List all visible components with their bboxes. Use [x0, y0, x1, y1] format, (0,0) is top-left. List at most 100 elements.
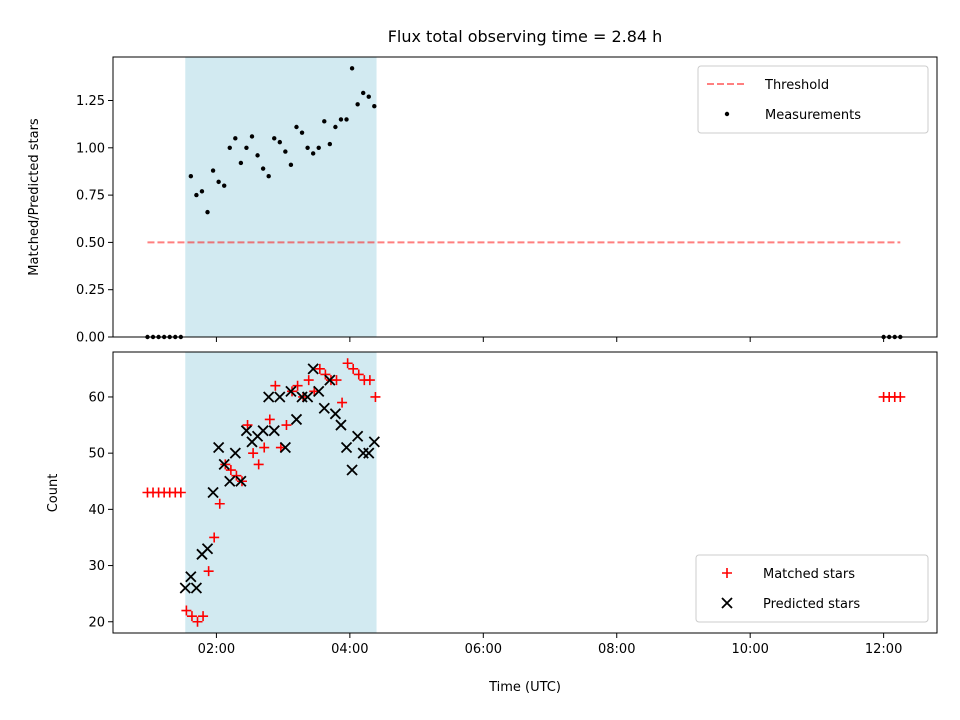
- predicted-star-point: [263, 391, 275, 403]
- matched-star-point: [248, 448, 259, 459]
- measurement-point: [322, 119, 327, 124]
- legend-measurements-label: Measurements: [765, 108, 861, 123]
- top-legend: Threshold Measurements: [697, 65, 929, 134]
- matched-star-point: [292, 380, 303, 391]
- top-y-tick-label: 0.75: [76, 189, 105, 204]
- predicted-star-point: [279, 441, 291, 454]
- x-axis-label: Time (UTC): [488, 680, 561, 695]
- top-legend-box: [697, 65, 929, 134]
- top-y-tick-label: 0.25: [76, 283, 105, 298]
- measurement-point: [255, 153, 260, 158]
- measurement-point: [355, 102, 360, 107]
- matched-star-point: [370, 391, 381, 402]
- measurement-point: [222, 183, 227, 188]
- bottom-y-tick-label: 40: [88, 503, 105, 518]
- predicted-star-point: [290, 413, 303, 426]
- top-y-tick-label: 1.00: [76, 141, 105, 156]
- matched-star-point: [264, 414, 275, 425]
- bottom-y-tick-label: 30: [88, 559, 105, 574]
- measurement-point: [260, 166, 266, 171]
- legend-matched-swatch: [722, 568, 732, 578]
- top-axes-frame: [112, 56, 938, 338]
- measurement-point: [333, 124, 338, 130]
- measurement-point: [299, 130, 305, 135]
- matched-star-point: [253, 459, 264, 470]
- measurement-point: [294, 124, 299, 130]
- predicted-star-point: [224, 475, 236, 487]
- top-y-axis-label: Matched/Predicted stars: [27, 118, 42, 276]
- bottom-y-tick-label: 60: [88, 390, 105, 405]
- top-y-tick-label: 0.50: [76, 236, 105, 251]
- measurement-point: [205, 209, 210, 215]
- matched-star-point: [259, 442, 270, 453]
- predicted-star-point: [274, 391, 286, 403]
- matched-star-point: [192, 616, 203, 627]
- matched-star-point: [303, 375, 314, 386]
- measurement-point: [338, 117, 344, 122]
- predicted-star-point: [324, 374, 336, 386]
- legend-measurements-swatch: [724, 111, 730, 117]
- predicted-star-point: [229, 447, 241, 459]
- predicted-star-point: [190, 582, 203, 594]
- bottom-y-axis-label: Count: [46, 474, 61, 513]
- matched-star-point: [231, 470, 242, 481]
- top-y-tick-label: 1.25: [76, 94, 105, 109]
- legend-predicted-label: Predicted stars: [763, 597, 860, 612]
- measurement-point: [238, 160, 244, 166]
- measurement-point: [227, 145, 232, 151]
- predicted-star-point: [335, 419, 347, 431]
- x-tick-label: 02:00: [198, 642, 235, 657]
- matched-star-point: [353, 369, 364, 380]
- top-observing-span: [185, 57, 377, 337]
- bottom-legend: Matched stars Predicted stars: [695, 554, 929, 623]
- matched-star-point: [181, 605, 192, 616]
- legend-threshold-label: Threshold: [764, 78, 829, 93]
- predicted-star-point: [179, 582, 191, 594]
- bottom-axes-frame: [112, 351, 938, 634]
- predicted-star-point: [235, 475, 247, 487]
- top-y-tick-label: 0.00: [76, 331, 105, 346]
- predicted-star-point: [363, 447, 375, 459]
- measurement-point: [349, 66, 355, 71]
- measurement-point: [188, 173, 194, 179]
- measurement-point: [283, 149, 288, 154]
- matched-star-point: [364, 375, 375, 386]
- matched-star-point: [198, 611, 209, 622]
- measurement-point: [372, 103, 377, 109]
- matched-star-point: [331, 375, 342, 386]
- measurement-point: [194, 192, 199, 198]
- measurement-point: [277, 139, 283, 145]
- predicted-star-point: [268, 425, 280, 437]
- matched-star-point: [270, 380, 281, 391]
- matched-star-point: [895, 391, 906, 402]
- measurement-point: [316, 145, 321, 151]
- predicted-star-point: [346, 464, 358, 476]
- predicted-star-point: [318, 402, 330, 414]
- predicted-star-point: [329, 408, 342, 420]
- predicted-star-point: [207, 486, 219, 499]
- matched-star-point: [348, 363, 359, 374]
- measurement-point: [249, 134, 255, 139]
- predicted-star-point: [285, 385, 297, 397]
- measurement-point: [216, 179, 221, 185]
- x-tick-label: 12:00: [865, 642, 902, 657]
- predicted-star-point: [307, 363, 319, 375]
- predicted-star-point: [240, 425, 253, 437]
- measurement-point: [288, 162, 294, 168]
- legend-matched-label: Matched stars: [763, 567, 855, 582]
- measurement-point: [266, 173, 271, 179]
- top-panel: 0.00 0.25 0.50 0.75 1.00 1.25: [76, 56, 938, 346]
- predicted-star-point: [352, 430, 364, 442]
- bottom-legend-box: [695, 554, 929, 623]
- bottom-y-tick-label: 20: [88, 615, 105, 630]
- measurement-point: [272, 136, 277, 141]
- measurement-point: [344, 117, 349, 122]
- bottom-y-tick-label: 50: [88, 447, 105, 462]
- measurement-point: [199, 189, 205, 194]
- matched-star-point: [203, 566, 214, 577]
- matched-star-point: [337, 397, 348, 408]
- predicted-star-point: [213, 441, 225, 454]
- matched-star-point: [175, 487, 186, 498]
- predicted-star-point: [340, 441, 353, 454]
- matched-star-point: [314, 363, 325, 374]
